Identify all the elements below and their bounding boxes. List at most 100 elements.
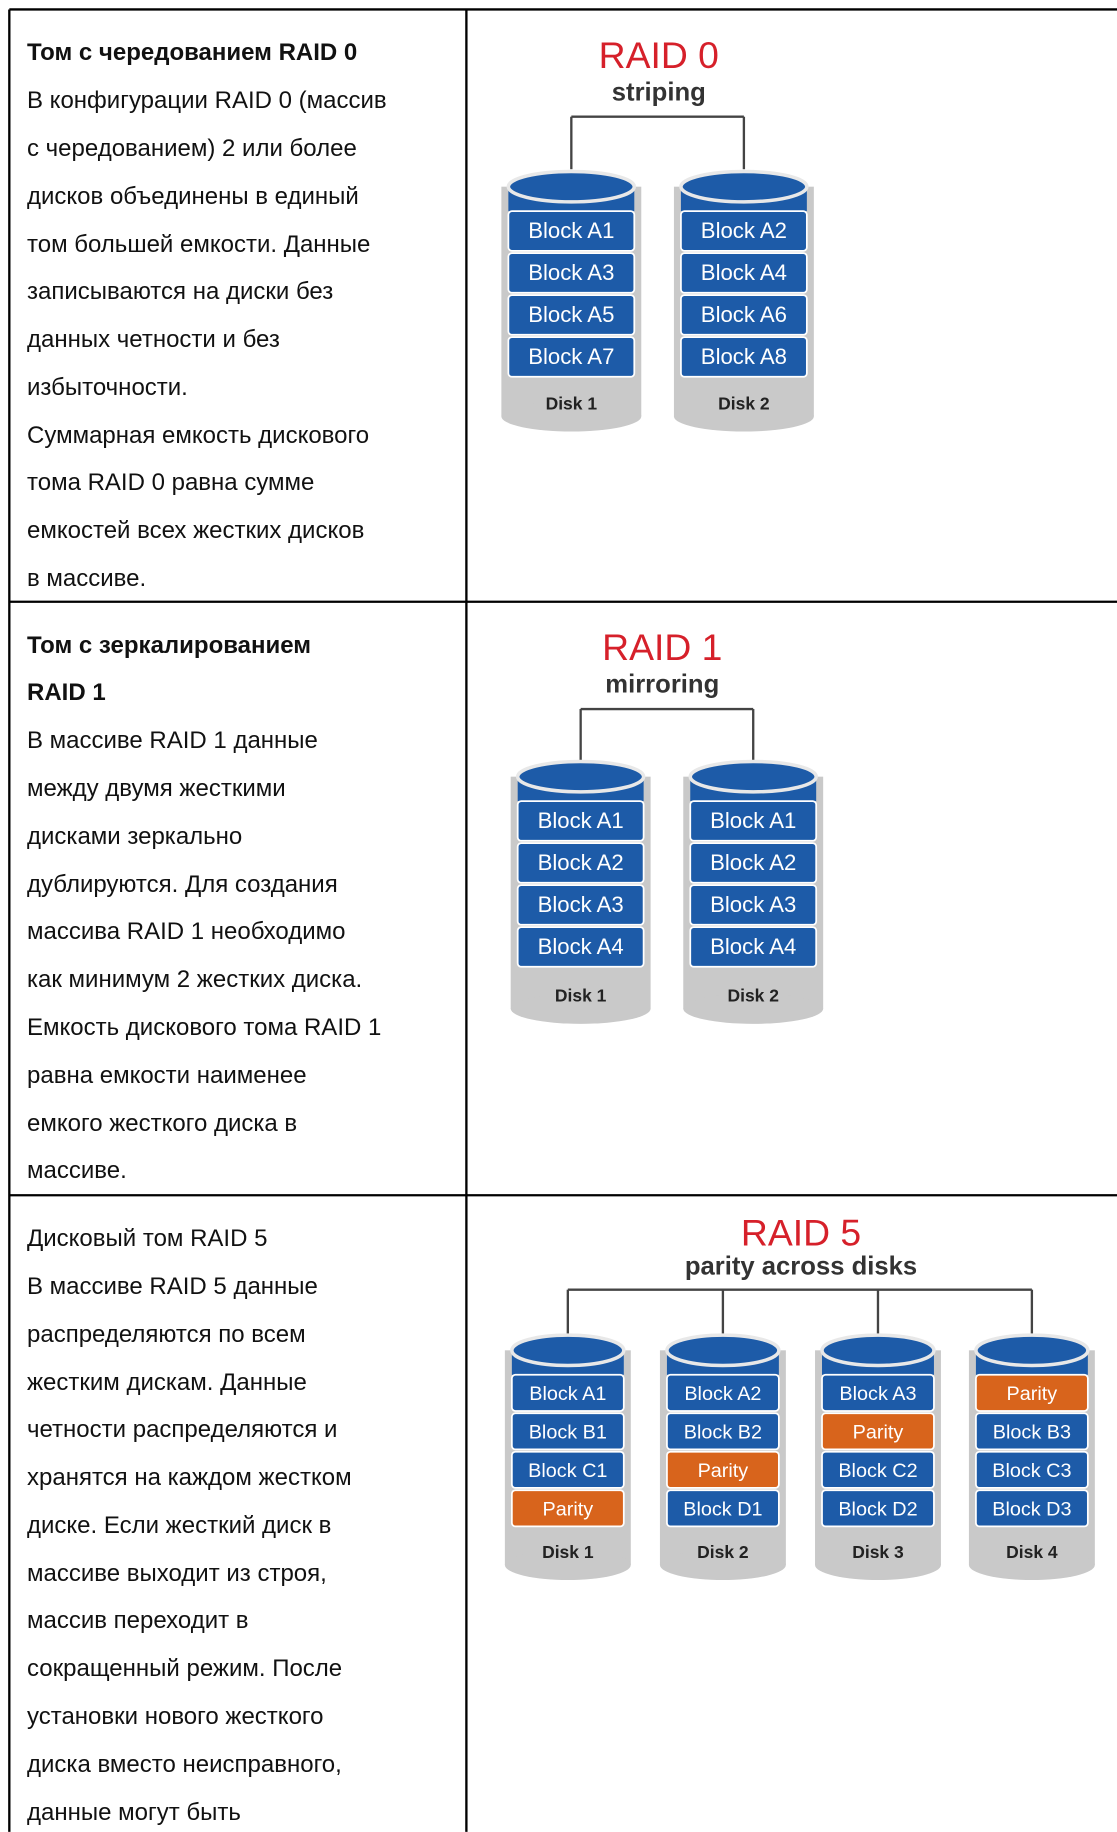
text-line: данных четности и без [27,326,280,354]
block [510,1450,625,1489]
disk-label: Disk 1 [555,986,607,1006]
block-label: Block A3 [710,892,796,917]
diagram-subtitle: striping [612,78,706,106]
disk-top [510,1333,626,1368]
block [666,1412,780,1451]
block-label: Block C2 [838,1460,917,1482]
block [516,800,645,842]
text-line: массив переходит в [27,1607,249,1635]
text-line: в массиве. [27,565,147,593]
block-label: Block A1 [529,1383,606,1405]
disk-bottom [510,993,651,1024]
block-label: Block A1 [538,808,624,833]
diagram-title: RAID 0 [599,34,719,76]
disk-label: Disk 2 [727,986,779,1006]
block [689,842,818,884]
block [507,210,636,252]
disk-label: Disk 3 [852,1542,904,1562]
block [975,1450,1089,1489]
disk-bottom [504,1549,631,1581]
block-label: Parity [698,1460,749,1482]
block [507,336,636,378]
text-line: диске. Если жесткий диск в [27,1511,332,1539]
block-label: Block C1 [528,1460,607,1482]
disk-bottom [501,401,642,432]
text-line: данные могут быть [27,1798,241,1826]
disk-bottom [673,401,814,432]
block-label: Block D2 [838,1498,917,1520]
text-line: как минимум 2 жестких диска. [27,966,363,994]
text-line: тома RAID 0 равна сумме [27,469,315,497]
text-line: избыточности. [27,373,188,401]
block [821,1450,935,1489]
disk-top [515,759,646,794]
disk-top [974,1333,1090,1368]
block [821,1489,935,1528]
block-label: Block D3 [992,1498,1071,1520]
block [516,884,645,926]
text-cell: Том с зеркалированием RAID 1 В массиве RAI… [27,622,381,1196]
text-line: В массиве RAID 1 данные [27,727,318,755]
block-label: Block A4 [538,934,624,959]
block [507,294,636,336]
block [680,336,808,378]
text-line: Емкость дискового тома RAID 1 [27,1014,382,1042]
block [975,1373,1089,1412]
disk-bottom [968,1549,1095,1581]
block [689,884,818,926]
block-label: Block A3 [538,892,624,917]
block [516,842,645,884]
text-line: Суммарная емкость дискового [27,421,370,449]
block-label: Block A3 [528,260,614,285]
text-line: хранятся на каждом жестком [27,1464,352,1492]
cell-title: RAID 1 [27,679,106,707]
block-label: Block B2 [684,1421,762,1443]
block [510,1489,625,1528]
text-cell: Том с чередованием RAID 0 В конфигурации … [27,29,387,603]
text-line: массиве. [27,1157,127,1185]
block [516,926,645,968]
block-label: Block A1 [710,808,796,833]
block-label: Block A7 [528,344,614,369]
disk-top [665,1333,781,1368]
disk-top [679,169,809,204]
cell-title: Дисковый том RAID 5 [27,1225,268,1253]
block [680,294,808,336]
text-line: четности распределяются и [27,1416,338,1444]
block-label: Block A2 [538,850,624,875]
block [821,1412,935,1451]
text-line: емкостей всех жестких дисков [27,517,365,545]
block [680,252,808,294]
block [666,1450,780,1489]
text-line: емкого жесткого диска в [27,1109,298,1137]
block [507,252,636,294]
text-line: том большей емкости. Данные [27,230,371,258]
block-label: Parity [542,1498,593,1520]
diagram-subtitle: mirroring [605,671,719,699]
block [680,210,808,252]
text-line: равна емкости наименее [27,1061,307,1089]
block-label: Block A2 [684,1383,761,1405]
text-line: записываются на диски без [27,278,334,306]
text-line: В массиве RAID 5 данные [27,1272,318,1300]
block-label: Parity [853,1421,904,1443]
text-line: с чередованием) 2 или более [27,134,357,162]
text-line: между двумя жесткими [27,775,286,803]
text-line: диска вместо неисправного, [27,1750,342,1778]
block-label: Block A2 [701,218,787,243]
block-label: Block A1 [528,218,614,243]
text-line: дублируются. Для создания [27,870,338,898]
text-line: распределяются по всем [27,1320,306,1348]
text-line: В конфигурации RAID 0 (массив [27,87,387,115]
diagram-subtitle: parity across disks [685,1253,917,1281]
cell-title: Том с зеркалированием [27,631,312,659]
block-label: Block A4 [710,934,796,959]
disk-bottom [659,1549,786,1581]
block [510,1373,625,1412]
block [975,1412,1089,1451]
block [689,800,818,842]
text-line: жестким дискам. Данные [27,1368,307,1396]
disk-label: Disk 1 [542,1542,594,1562]
disk-label: Disk 2 [718,393,770,413]
